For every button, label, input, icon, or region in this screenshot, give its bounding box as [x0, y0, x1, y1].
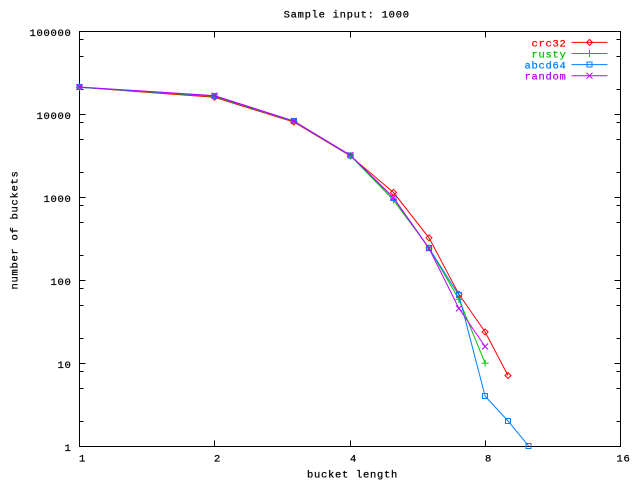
svg-text:2: 2: [214, 454, 221, 466]
svg-text:100: 100: [50, 277, 71, 289]
svg-text:bucket length: bucket length: [307, 470, 398, 480]
svg-text:abcd64: abcd64: [524, 61, 566, 73]
svg-text:number of buckets: number of buckets: [10, 170, 22, 289]
svg-text:4: 4: [350, 454, 357, 466]
svg-text:10: 10: [57, 360, 71, 372]
svg-text:random: random: [524, 72, 566, 84]
svg-text:rusty: rusty: [531, 49, 566, 61]
svg-text:Sample input: 1000: Sample input: 1000: [284, 9, 410, 21]
svg-text:crc32: crc32: [531, 38, 566, 50]
svg-text:10000: 10000: [36, 111, 71, 123]
svg-text:16: 16: [616, 454, 630, 466]
svg-text:1: 1: [79, 454, 86, 466]
svg-text:100000: 100000: [29, 28, 71, 40]
svg-text:8: 8: [485, 454, 492, 466]
svg-text:1000: 1000: [43, 194, 71, 206]
svg-text:1: 1: [64, 443, 71, 455]
